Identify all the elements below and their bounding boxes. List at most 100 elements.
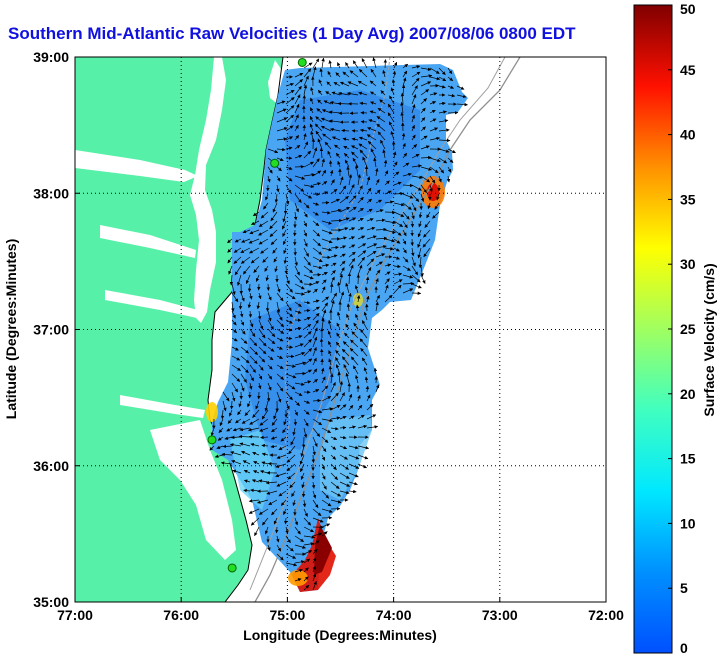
velocity-vector [266, 283, 271, 291]
velocity-vector [335, 72, 341, 78]
velocity-vector [278, 490, 287, 497]
velocity-vector [393, 220, 403, 227]
velocity-vector [348, 206, 357, 213]
velocity-vector [312, 238, 321, 247]
velocity-vector [244, 409, 251, 416]
velocity-vector [324, 141, 332, 150]
velocity-vector [303, 62, 313, 69]
colorbar-tick-label: 15 [680, 451, 696, 467]
velocity-vector [321, 376, 326, 384]
velocity-vector [265, 193, 269, 201]
velocity-vector [393, 238, 401, 244]
velocity-vector [402, 152, 408, 159]
velocity-vector [334, 144, 341, 150]
velocity-vector [429, 175, 436, 184]
velocity-vector [283, 247, 287, 254]
velocity-vector [343, 145, 350, 150]
velocity-vector [220, 409, 225, 420]
velocity-vector [237, 274, 242, 286]
velocity-vector [411, 274, 421, 283]
velocity-vector [240, 328, 246, 335]
velocity-vector [258, 229, 269, 236]
velocity-vector [285, 553, 297, 559]
hotspot-west [206, 402, 218, 422]
velocity-vector [294, 382, 305, 386]
velocity-vector [294, 124, 299, 132]
velocity-vector [348, 472, 359, 478]
velocity-vector [267, 346, 275, 352]
velocity-vector [393, 171, 400, 177]
velocity-vector [348, 227, 356, 231]
velocity-vector [285, 526, 289, 534]
velocity-vector [321, 238, 333, 244]
velocity-vector [282, 427, 287, 434]
velocity-vector [303, 308, 311, 313]
velocity-vector [348, 292, 352, 303]
radar-site-marker [207, 435, 217, 445]
velocity-vector [370, 101, 377, 105]
velocity-vector [303, 508, 308, 517]
chart-title: Southern Mid-Atlantic Raw Velocities (1 … [8, 24, 576, 43]
velocity-vector [393, 161, 398, 168]
velocity-vector [309, 115, 314, 123]
x-tick-label: 75:00 [269, 607, 305, 623]
velocity-vector [276, 337, 284, 342]
velocity-vector [321, 271, 328, 276]
velocity-vector [366, 226, 376, 231]
velocity-vector [330, 208, 342, 213]
velocity-vector [402, 238, 407, 245]
velocity-vector [351, 331, 359, 339]
velocity-vector [352, 60, 359, 69]
velocity-vector [312, 409, 323, 414]
velocity-vector [303, 84, 308, 96]
velocity-vector [402, 211, 410, 220]
velocity-vector [390, 130, 395, 141]
velocity-vector [358, 69, 368, 78]
velocity-vector [312, 229, 320, 237]
velocity-vector [294, 301, 302, 307]
velocity-vector [384, 247, 394, 251]
velocity-vector [418, 220, 422, 228]
velocity-vector [303, 418, 309, 427]
velocity-vector [335, 349, 341, 357]
velocity-vector [330, 381, 336, 393]
velocity-vector [274, 193, 279, 203]
velocity-vector [411, 175, 423, 180]
velocity-vector [420, 145, 430, 150]
velocity-vector [339, 185, 347, 195]
velocity-vector [321, 181, 328, 186]
velocity-vector [303, 150, 312, 159]
velocity-vector [222, 400, 227, 412]
velocity-vector [375, 253, 386, 258]
velocity-vector [287, 472, 296, 480]
velocity-vector [294, 326, 302, 331]
velocity-vector [402, 202, 412, 210]
velocity-vector [420, 67, 432, 71]
velocity-vector [248, 310, 253, 318]
velocity-vector [373, 367, 378, 375]
velocity-vector [349, 70, 359, 78]
velocity-vector [294, 144, 301, 150]
velocity-vector [231, 283, 236, 295]
velocity-vector [420, 89, 430, 96]
velocity-vector [312, 182, 321, 186]
velocity-vector [294, 578, 302, 582]
velocity-vector [321, 407, 334, 411]
velocity-vector [241, 238, 251, 243]
velocity-vector [339, 176, 344, 186]
velocity-vector [312, 573, 317, 582]
velocity-vector [285, 354, 295, 359]
velocity-vector [243, 479, 251, 483]
velocity-vector [261, 409, 269, 420]
velocity-vector [387, 103, 395, 114]
velocity-vector [360, 347, 368, 357]
velocity-vector [402, 229, 407, 237]
velocity-vector [271, 508, 278, 516]
velocity-vector [275, 463, 287, 468]
velocity-vector [226, 427, 233, 432]
velocity-vector [248, 499, 260, 503]
velocity-vector [312, 398, 322, 403]
velocity-vector [311, 481, 316, 489]
velocity-vector [446, 175, 451, 183]
velocity-vector [330, 472, 338, 480]
